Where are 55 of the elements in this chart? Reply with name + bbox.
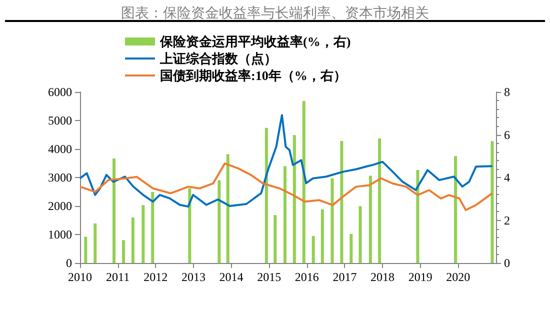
x-tick-label: 2011 [106,270,130,284]
y-tick-label: 0 [66,256,72,270]
bar [226,154,230,263]
bar [274,215,277,263]
bar [283,166,286,263]
legend-label: 保险资金运用平均收益率(%，右) [159,34,351,49]
y-tick-label: 1000 [48,228,72,242]
bar [218,180,221,263]
x-tick-label: 2015 [257,270,282,284]
y2-tick-label: 0 [504,256,510,270]
bar [264,128,268,263]
y-tick-label: 3000 [48,170,72,184]
bar [94,223,97,263]
y-tick-label: 2000 [48,199,72,213]
x-tick-label: 2020 [446,270,470,284]
bar [84,236,88,263]
x-tick-label: 2014 [219,270,244,284]
y2-tick-label: 2 [504,213,510,228]
bar [378,138,382,263]
x-tick-label: 2010 [68,270,92,284]
legend-label: 上证综合指数（点） [159,51,277,66]
bar [302,100,306,263]
y-tick-label: 5000 [48,114,72,128]
bar [142,205,145,263]
y2-tick-label: 6 [504,128,510,142]
bar [368,176,372,263]
bar [350,234,353,263]
x-tick-label: 2018 [370,270,395,284]
legend-label: 国债到期收益率:10年（%，右） [160,68,346,83]
bar [151,192,154,263]
bar [312,236,315,263]
bar [131,217,134,263]
x-tick-label: 2012 [144,270,168,284]
x-tick-label: 2016 [294,270,319,284]
x-tick-label: 2019 [408,270,432,284]
bar [490,141,494,263]
bar [122,240,125,263]
y-tick-label: 4000 [48,142,72,156]
x-tick-label: 2017 [332,270,357,284]
bar [330,178,334,263]
y2-tick-label: 8 [504,85,510,99]
bar [358,206,362,263]
line-series [79,114,494,208]
x-tick-label: 2013 [181,270,206,284]
line-series [79,162,494,211]
bar [454,156,458,263]
bar [188,188,192,263]
y2-tick-label: 4 [504,170,510,184]
bar [112,158,116,263]
bar [292,135,296,263]
bar [416,170,420,263]
bar [340,140,344,263]
bar [320,209,324,263]
y-tick-label: 6000 [48,85,72,99]
chart-title: 图表：保险资金收益率与长端利率、资本市场相关 [121,6,429,22]
